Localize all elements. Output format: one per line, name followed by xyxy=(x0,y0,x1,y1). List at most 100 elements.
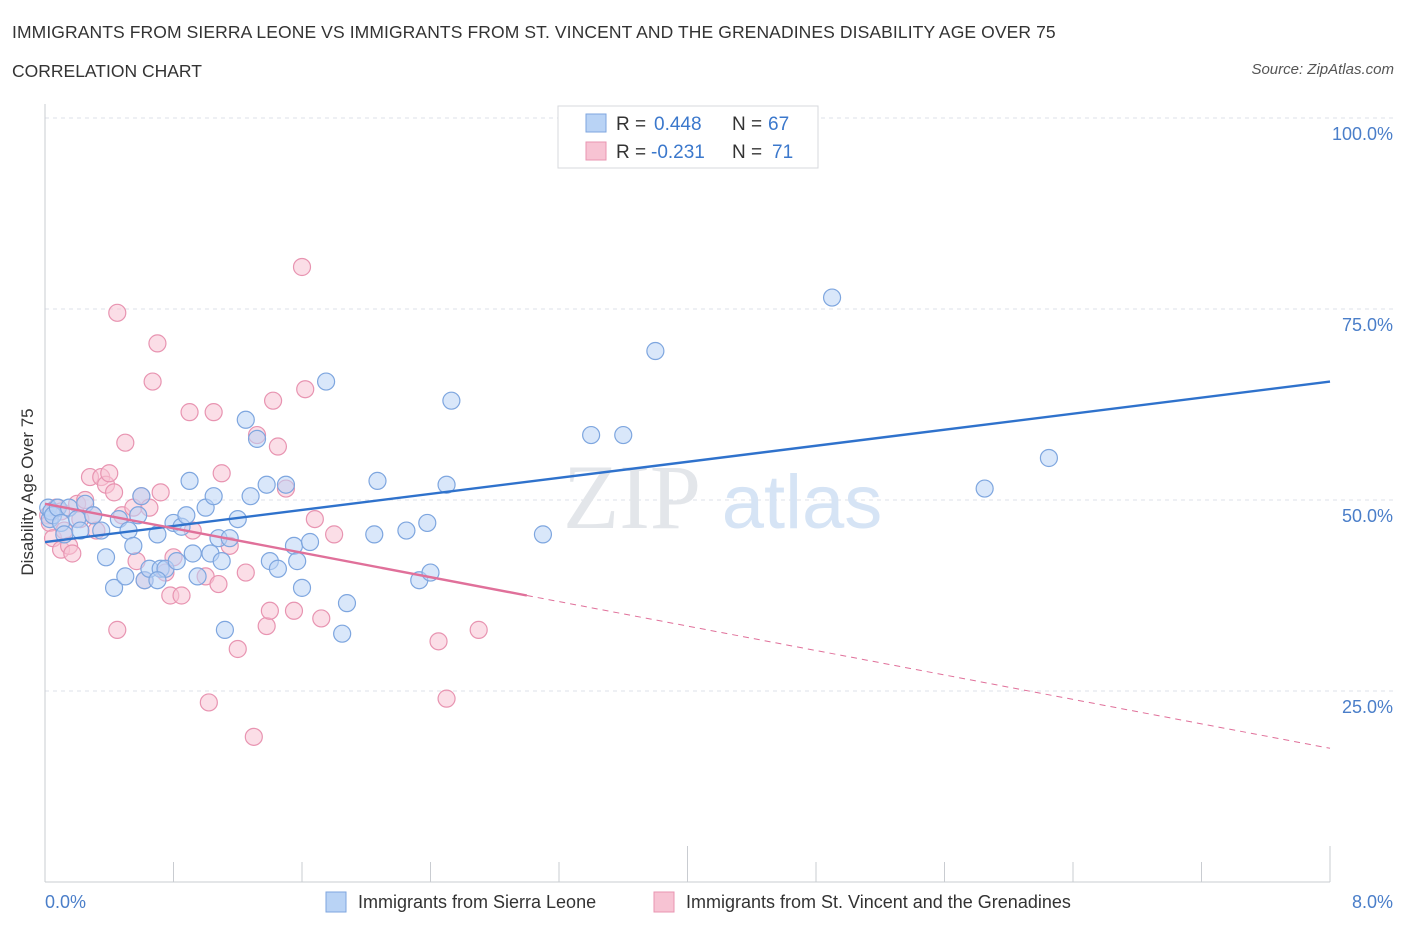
sierra-leone-point-67 xyxy=(646,341,665,361)
st-vincent-point-53 xyxy=(292,257,312,277)
x-tick-label-1: 8.0% xyxy=(1352,892,1393,912)
st-vincent-point-52 xyxy=(284,601,304,620)
sierra-leone-point-66 xyxy=(614,425,633,445)
st-vincent-point-30 xyxy=(151,483,170,502)
legend-swatch-pink xyxy=(585,141,607,161)
bottom-legend-swatch-pink xyxy=(653,891,675,913)
st-vincent-point-29 xyxy=(148,334,167,353)
sierra-leone-point-47 xyxy=(268,559,288,578)
x-tick-labels: 0.0% 8.0% xyxy=(45,892,1393,912)
sierra-leone-point-50 xyxy=(288,552,307,571)
st-vincent-point-55 xyxy=(305,509,324,529)
st-vincent-point-17 xyxy=(100,464,119,483)
bottom-legend-swatch-blue xyxy=(325,891,347,913)
watermark-zip: ZIP xyxy=(563,446,701,548)
y-axis-label: Disability Age Over 75 xyxy=(18,408,37,575)
sierra-leone-point-64 xyxy=(533,525,553,544)
sierra-leone-point-43 xyxy=(241,487,260,506)
legend-n-label-2: N = xyxy=(732,142,762,163)
sierra-leone-point-60 xyxy=(418,513,437,533)
grid-lines xyxy=(45,117,1395,692)
st-vincent-point-20 xyxy=(108,303,127,322)
x-tick-label-0: 0.0% xyxy=(45,892,86,912)
sierra-leone-point-42 xyxy=(236,410,255,429)
trend-lines xyxy=(44,380,1331,749)
legend-r-value-1: 0.448 xyxy=(654,114,702,135)
bottom-legend-label-blue: Immigrants from Sierra Leone xyxy=(358,892,596,912)
st-vincent-point-59 xyxy=(437,689,456,708)
sierra-leone-point-32 xyxy=(183,544,202,563)
st-vincent-point-22 xyxy=(116,433,135,452)
series-st-vincent-points xyxy=(39,257,488,746)
st-vincent-point-38 xyxy=(199,693,218,712)
trend-line-st-vincent xyxy=(44,502,528,597)
sierra-leone-point-30 xyxy=(177,506,196,525)
bottom-legend-label-pink: Immigrants from St. Vincent and the Gren… xyxy=(686,892,1071,912)
legend-n-value-2: 71 xyxy=(772,142,793,163)
sierra-leone-point-58 xyxy=(397,521,416,540)
sierra-leone-point-16 xyxy=(116,567,135,586)
st-vincent-point-60 xyxy=(469,620,488,639)
watermark-atlas: atlas xyxy=(722,460,883,545)
sierra-leone-point-28 xyxy=(167,552,186,571)
sierra-leone-point-52 xyxy=(300,532,320,552)
sierra-leone-point-44 xyxy=(247,429,267,448)
sierra-leone-point-70 xyxy=(1039,448,1059,468)
st-vincent-point-18 xyxy=(104,483,124,502)
y-tick-label-0: 100.0% xyxy=(1332,124,1393,144)
st-vincent-point-43 xyxy=(228,639,247,659)
st-vincent-point-57 xyxy=(325,525,344,544)
sierra-leone-point-39 xyxy=(215,620,234,639)
y-tick-labels: 100.0% 75.0% 50.0% 25.0% xyxy=(1332,124,1393,717)
sierra-leone-point-45 xyxy=(257,475,276,494)
sierra-leone-point-31 xyxy=(180,471,199,490)
sierra-leone-point-62 xyxy=(437,475,456,494)
source-label: Source: ZipAtlas.com xyxy=(1251,61,1394,78)
legend-r-value-2: -0.231 xyxy=(651,142,705,163)
trend-line-st-vincent-extension xyxy=(526,595,1331,749)
sierra-leone-point-26 xyxy=(148,571,167,590)
sierra-leone-point-56 xyxy=(365,525,384,544)
y-tick-label-3: 25.0% xyxy=(1342,697,1393,717)
sierra-leone-point-48 xyxy=(276,475,296,494)
sierra-leone-point-18 xyxy=(124,536,143,555)
legend-r-label-1: R = xyxy=(616,114,646,135)
st-vincent-point-56 xyxy=(312,609,331,628)
sierra-leone-point-20 xyxy=(132,487,151,506)
sierra-leone-point-9 xyxy=(71,521,90,540)
sierra-leone-point-14 xyxy=(104,578,124,597)
sierra-leone-point-53 xyxy=(316,372,336,391)
sierra-leone-point-33 xyxy=(188,567,207,586)
sierra-leone-point-38 xyxy=(212,552,231,571)
axes xyxy=(44,104,1331,883)
st-vincent-point-47 xyxy=(257,616,276,636)
sierra-leone-point-13 xyxy=(96,548,116,567)
st-vincent-point-50 xyxy=(268,437,288,456)
sierra-leone-point-69 xyxy=(975,479,994,498)
trend-line-sierra-leone xyxy=(44,380,1331,544)
sierra-leone-point-54 xyxy=(333,624,352,643)
legend-n-value-1: 67 xyxy=(768,114,789,135)
y-tick-label-1: 75.0% xyxy=(1342,315,1393,335)
st-vincent-point-45 xyxy=(244,727,263,746)
st-vincent-point-35 xyxy=(180,403,199,422)
st-vincent-point-8 xyxy=(63,544,82,563)
st-vincent-point-34 xyxy=(172,586,191,605)
chart-title: IMMIGRANTS FROM SIERRA LEONE VS IMMIGRAN… xyxy=(12,22,1056,42)
watermark: ZIP atlas xyxy=(563,446,882,548)
sierra-leone-point-55 xyxy=(337,594,357,613)
st-vincent-point-58 xyxy=(429,632,448,651)
series-sierra-leone-points xyxy=(39,288,1059,643)
sierra-leone-point-68 xyxy=(822,288,842,307)
st-vincent-point-49 xyxy=(263,391,283,410)
legend-swatch-blue xyxy=(585,113,607,133)
sierra-leone-point-63 xyxy=(442,391,461,410)
st-vincent-point-28 xyxy=(143,372,162,391)
sierra-leone-point-57 xyxy=(368,471,387,490)
y-tick-label-2: 50.0% xyxy=(1342,506,1393,526)
st-vincent-point-41 xyxy=(212,464,231,483)
top-legend: R = 0.448 N = 67 R = -0.231 N = 71 xyxy=(557,105,819,169)
sierra-leone-point-65 xyxy=(582,425,601,445)
st-vincent-point-44 xyxy=(236,563,255,582)
